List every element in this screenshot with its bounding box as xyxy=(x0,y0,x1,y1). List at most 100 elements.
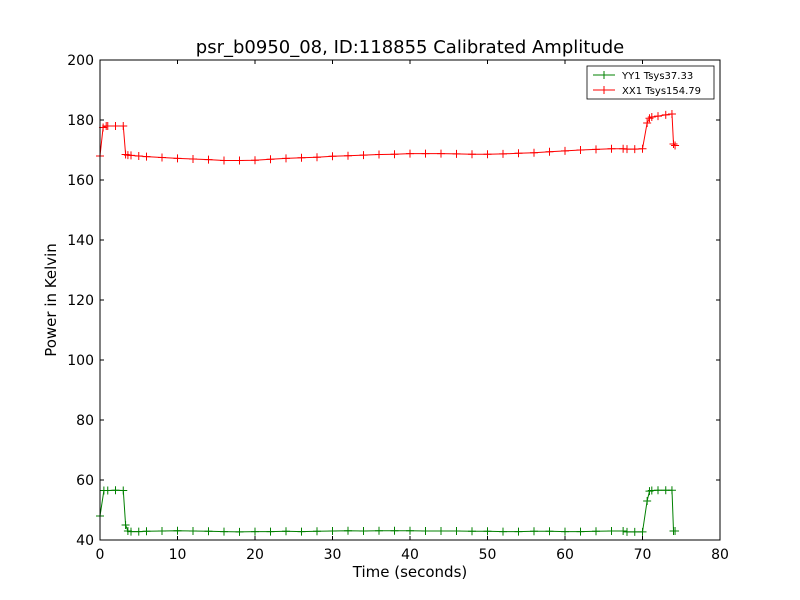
data-point xyxy=(328,527,337,535)
data-point xyxy=(390,150,399,159)
data-point xyxy=(545,527,554,536)
data-point xyxy=(647,113,656,121)
legend: YY1 Tsys37.33 XX1 Tsys154.79 xyxy=(586,65,715,100)
data-point xyxy=(437,527,445,535)
data-point xyxy=(630,145,639,154)
data-point xyxy=(220,156,228,165)
data-point xyxy=(235,156,244,165)
data-point xyxy=(111,486,120,495)
data-point xyxy=(654,112,662,121)
data-point xyxy=(142,152,151,161)
data-point xyxy=(561,527,569,536)
data-point xyxy=(297,153,306,162)
data-point xyxy=(619,527,628,535)
y-tick-label: 140 xyxy=(67,233,94,249)
data-point xyxy=(158,153,166,162)
legend-marker-yy1 xyxy=(600,71,608,79)
data-point xyxy=(561,146,569,155)
legend-label-yy1: YY1 Tsys37.33 xyxy=(621,71,693,82)
data-point xyxy=(638,527,647,536)
data-point xyxy=(545,147,554,156)
data-point xyxy=(134,152,143,160)
x-tick-label: 70 xyxy=(634,547,652,563)
data-point xyxy=(661,110,670,119)
legend-box xyxy=(586,65,715,100)
x-tick-label: 40 xyxy=(401,547,419,563)
data-point xyxy=(111,122,120,130)
data-point xyxy=(344,151,352,160)
data-point xyxy=(127,151,135,160)
data-point xyxy=(530,148,538,157)
data-point xyxy=(623,527,631,536)
data-point xyxy=(452,527,461,535)
y-tick-label: 160 xyxy=(67,173,94,189)
x-tick-label: 30 xyxy=(324,547,342,563)
y-tick-label: 180 xyxy=(67,113,94,129)
x-tick-label: 10 xyxy=(169,547,187,563)
data-point xyxy=(671,141,680,150)
data-point xyxy=(468,527,476,536)
y-tick-label: 100 xyxy=(67,353,94,369)
y-tick-label: 60 xyxy=(76,473,94,489)
data-point xyxy=(266,527,275,536)
data-point xyxy=(189,527,197,535)
data-point xyxy=(103,486,112,495)
data-point xyxy=(468,150,476,159)
data-point xyxy=(630,527,639,536)
y-tick-label: 120 xyxy=(67,293,94,309)
data-point xyxy=(669,140,678,148)
x-axis: 0 10 20 30 40 50 60 70 80 xyxy=(96,60,729,563)
data-point xyxy=(189,155,197,163)
data-point xyxy=(251,156,259,165)
data-point xyxy=(173,154,182,163)
data-point xyxy=(643,497,652,505)
data-point xyxy=(592,527,600,536)
x-tick-label: 50 xyxy=(479,547,497,563)
data-point xyxy=(530,527,538,536)
y-tick-label: 200 xyxy=(67,53,94,69)
y-tick-label: 80 xyxy=(76,413,94,429)
data-point xyxy=(421,527,430,535)
data-point xyxy=(406,149,414,158)
data-point xyxy=(173,526,182,535)
data-point xyxy=(127,527,135,536)
data-point xyxy=(204,155,213,164)
data-point xyxy=(514,527,523,536)
chart-title: psr_b0950_08, ID:118855 Calibrated Ampli… xyxy=(196,37,624,58)
series-layer xyxy=(96,110,680,536)
data-point xyxy=(375,150,383,159)
data-point xyxy=(390,526,399,535)
y-axis-label: Power in Kelvin xyxy=(42,243,60,357)
data-point xyxy=(204,527,213,536)
data-point xyxy=(142,527,151,536)
data-point xyxy=(313,153,321,162)
data-point xyxy=(667,486,676,495)
x-tick-label: 80 xyxy=(711,547,729,563)
data-point xyxy=(266,155,275,164)
data-point xyxy=(514,149,523,158)
data-point xyxy=(576,527,585,536)
data-point xyxy=(297,527,306,536)
data-point xyxy=(220,527,228,536)
data-point xyxy=(344,526,352,535)
data-point xyxy=(359,527,368,535)
data-point xyxy=(437,149,445,158)
data-point xyxy=(134,527,143,536)
data-point xyxy=(119,122,128,130)
data-point xyxy=(313,527,321,536)
data-point xyxy=(576,146,585,154)
data-point xyxy=(671,527,680,535)
data-point xyxy=(282,154,290,163)
data-point xyxy=(119,486,128,495)
series-1 xyxy=(96,110,680,165)
x-tick-label: 60 xyxy=(556,547,574,563)
series-0 xyxy=(96,486,680,536)
data-point xyxy=(359,151,368,160)
y-axis: 40 60 80 100 120 140 160 180 200 xyxy=(67,53,720,549)
data-point xyxy=(643,119,652,127)
data-point xyxy=(121,521,130,529)
x-tick-label: 20 xyxy=(246,547,264,563)
data-point xyxy=(607,144,616,153)
data-point xyxy=(499,149,507,158)
data-point xyxy=(103,122,112,130)
